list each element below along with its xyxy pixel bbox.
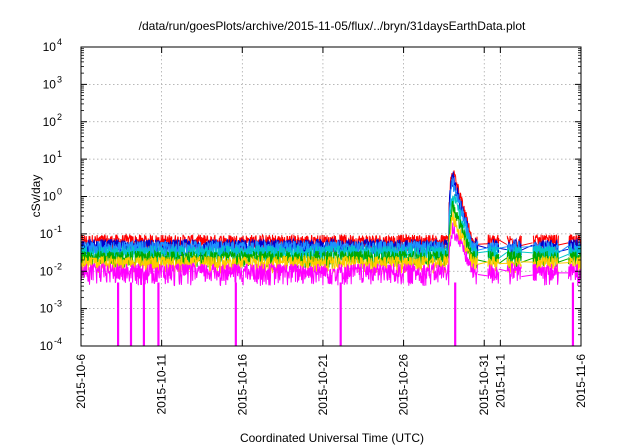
y-tick-label: 103: [43, 74, 62, 91]
y-tick-label: 101: [43, 149, 62, 166]
series-line: [80, 176, 582, 260]
y-tick-label: 10-2: [40, 261, 62, 278]
x-tick-label: 2015-10-31: [477, 354, 491, 416]
y-tick-label: 10-4: [40, 336, 62, 353]
y-axis-title: cSv/day: [29, 175, 43, 218]
y-tick-label: 10-1: [40, 224, 62, 241]
x-tick-label: 2015-11-1: [493, 354, 507, 408]
grid: [80, 46, 582, 347]
x-tick-label: 2015-10-21: [316, 354, 330, 416]
series-line: [80, 222, 582, 287]
y-tick-label: 104: [43, 37, 62, 54]
x-tick-label: 2015-10-6: [74, 354, 88, 409]
chart-title: /data/run/goesPlots/archive/2015-11-05/f…: [139, 19, 526, 33]
x-tick-label: 2015-11-6: [574, 354, 588, 408]
x-tick-label: 2015-10-26: [397, 354, 411, 416]
y-tick-label: 100: [43, 187, 62, 204]
x-tick-label: 2015-10-11: [155, 354, 169, 415]
x-axis-title: Coordinated Universal Time (UTC): [240, 431, 424, 445]
x-axis: 2015-10-6 2015-10-11 2015-10-16 2015-10-21 2…: [74, 47, 588, 415]
x-tick-label: 2015-10-16: [235, 354, 249, 416]
y-tick-label: 10-3: [40, 299, 62, 316]
series-layer: [80, 170, 582, 346]
y-tick-label: 102: [43, 112, 62, 129]
